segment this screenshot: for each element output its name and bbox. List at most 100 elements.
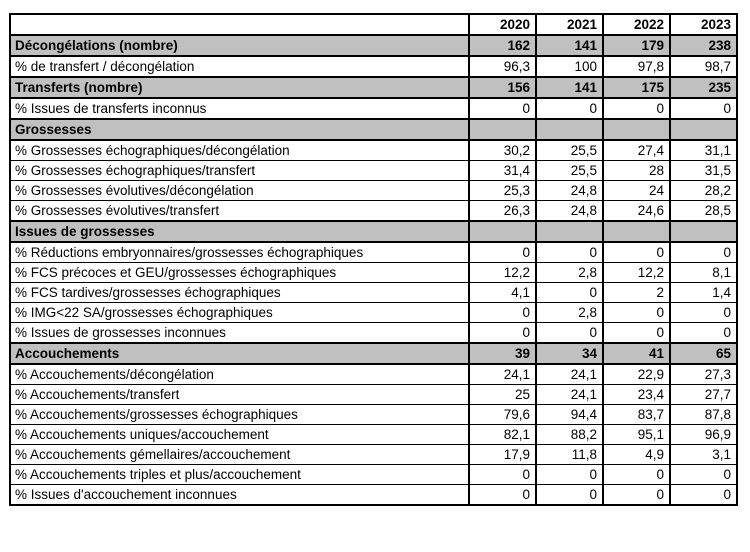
row-label: % Accouchements/décongélation (9, 363, 470, 385)
cell-value: 11,8 (535, 444, 604, 465)
row-label: % Accouchements uniques/accouchement (9, 424, 470, 445)
table-row: % Grossesses évolutives/décongélation 25,… (9, 180, 738, 201)
row-label: % Accouchements triples et plus/accouche… (9, 464, 470, 485)
table-row: % Accouchements/transfert 25 24,1 23,4 27,7 (9, 384, 738, 405)
cell-value: 28 (602, 160, 671, 181)
cell-value: 4,9 (602, 444, 671, 465)
year-header: 2023 (669, 13, 738, 36)
table-row: % Grossesses échographiques/décongélatio… (9, 139, 738, 161)
cell-value: 0 (669, 484, 738, 506)
table-row: % Accouchements gémellaires/accouchement… (9, 444, 738, 465)
cell-value: 0 (602, 484, 671, 506)
row-label: % Accouchements/transfert (9, 384, 470, 405)
table-row: % Réductions embryonnaires/grossesses éc… (9, 241, 738, 263)
year-header: 2021 (535, 13, 604, 36)
cell-value: 79,6 (468, 404, 537, 425)
cell-value: 2 (602, 282, 671, 303)
cell-value (535, 118, 604, 141)
cell-value: 88,2 (535, 424, 604, 445)
table-row: % Accouchements triples et plus/accouche… (9, 464, 738, 485)
table-row: % FCS précoces et GEU/grossesses échogra… (9, 262, 738, 283)
cell-value: 1,4 (669, 282, 738, 303)
cell-value: 24,1 (535, 384, 604, 405)
section-row: Décongélations (nombre) 162 141 179 238 (9, 34, 738, 57)
row-label: % Accouchements/grossesses échographique… (9, 404, 470, 425)
section-row: Accouchements 39 34 41 65 (9, 342, 738, 365)
cell-value (602, 220, 671, 243)
cell-value: 39 (468, 342, 537, 365)
row-label: % Grossesses échographiques/décongélatio… (9, 139, 470, 161)
cell-value: 0 (468, 97, 537, 120)
cell-value: 31,4 (468, 160, 537, 181)
cell-value (468, 118, 537, 141)
cell-value: 27,7 (669, 384, 738, 405)
statistics-table-container: 2020 2021 2022 2023 Décongélations (nombre) 1… (9, 13, 738, 506)
cell-value: 0 (468, 322, 537, 344)
cell-value: 31,1 (669, 139, 738, 161)
cell-value (669, 118, 738, 141)
cell-value: 95,1 (602, 424, 671, 445)
cell-value: 2,8 (535, 262, 604, 283)
cell-value: 65 (669, 342, 738, 365)
section-row: Transferts (nombre) 156 141 175 235 (9, 76, 738, 99)
row-label: Décongélations (nombre) (9, 34, 470, 57)
cell-value: 0 (535, 97, 604, 120)
cell-value: 24,8 (535, 180, 604, 201)
cell-value: 0 (468, 484, 537, 506)
table-row: % Issues de grossesses inconnues 0 0 0 0 (9, 322, 738, 344)
cell-value (669, 220, 738, 243)
cell-value: 0 (669, 241, 738, 263)
cell-value: 26,3 (468, 200, 537, 222)
cell-value: 25 (468, 384, 537, 405)
row-label: % IMG<22 SA/grossesses échographiques (9, 302, 470, 323)
cell-value: 0 (535, 464, 604, 485)
cell-value: 4,1 (468, 282, 537, 303)
cell-value: 24,1 (535, 363, 604, 385)
table-body: 2020 2021 2022 2023 Décongélations (nombre) 1… (9, 13, 738, 506)
year-header: 2022 (602, 13, 671, 36)
row-label: % Accouchements gémellaires/accouchement (9, 444, 470, 465)
table-row: % Issues d'accouchement inconnues 0 0 0 0 (9, 484, 738, 506)
cell-value: 0 (468, 241, 537, 263)
cell-value: 28,5 (669, 200, 738, 222)
cell-value: 30,2 (468, 139, 537, 161)
table-row: % Grossesses échographiques/transfert 31,… (9, 160, 738, 181)
table-row: % IMG<22 SA/grossesses échographiques 0 2,… (9, 302, 738, 323)
table-row: % Grossesses évolutives/transfert 26,3 24,… (9, 200, 738, 222)
cell-value: 0 (468, 464, 537, 485)
row-label: % Issues de grossesses inconnues (9, 322, 470, 344)
year-header: 2020 (468, 13, 537, 36)
section-row: Issues de grossesses (9, 220, 738, 243)
year-header-row: 2020 2021 2022 2023 (9, 13, 738, 36)
cell-value: 24,8 (535, 200, 604, 222)
cell-value: 0 (669, 97, 738, 120)
cell-value: 0 (669, 322, 738, 344)
table-row: % Accouchements/décongélation 24,1 24,1 22,… (9, 363, 738, 385)
cell-value: 41 (602, 342, 671, 365)
cell-value: 0 (535, 241, 604, 263)
cell-value: 17,9 (468, 444, 537, 465)
cell-value: 97,8 (602, 55, 671, 78)
cell-value: 0 (602, 322, 671, 344)
table-row: % Issues de transferts inconnus 0 0 0 0 (9, 97, 738, 120)
cell-value: 27,4 (602, 139, 671, 161)
cell-value: 0 (602, 241, 671, 263)
section-row: Grossesses (9, 118, 738, 141)
table-row: % FCS tardives/grossesses échographiques… (9, 282, 738, 303)
cell-value: 162 (468, 34, 537, 57)
cell-value: 0 (535, 322, 604, 344)
corner-cell (9, 13, 470, 36)
table-row: % de transfert / décongélation 96,3 100 97,… (9, 55, 738, 78)
row-label: % Grossesses évolutives/décongélation (9, 180, 470, 201)
cell-value: 83,7 (602, 404, 671, 425)
cell-value: 8,1 (669, 262, 738, 283)
cell-value: 156 (468, 76, 537, 99)
cell-value (602, 118, 671, 141)
row-label: Transferts (nombre) (9, 76, 470, 99)
cell-value: 23,4 (602, 384, 671, 405)
row-label: % FCS tardives/grossesses échographiques (9, 282, 470, 303)
cell-value: 141 (535, 76, 604, 99)
cell-value: 27,3 (669, 363, 738, 385)
cell-value: 24,6 (602, 200, 671, 222)
cell-value: 24,1 (468, 363, 537, 385)
